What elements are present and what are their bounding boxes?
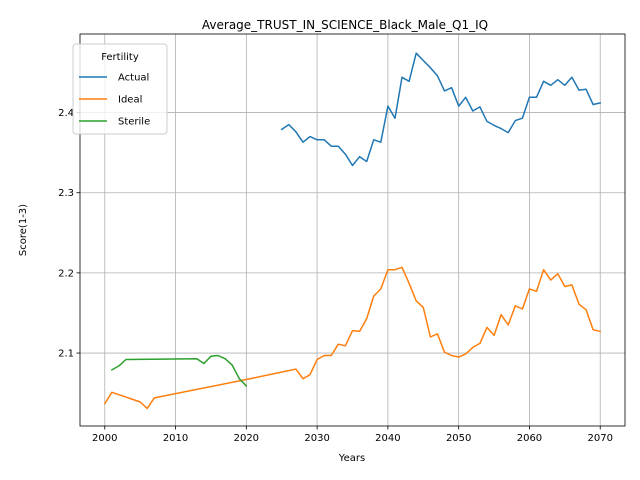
x-axis-label: Years — [338, 453, 365, 464]
y-tick-label: 2.1 — [58, 349, 74, 360]
axis-ticks: 2000 2010 2020 2030 2040 2050 2060 2070 2.1 2.2 2.… — [58, 108, 613, 444]
x-tick-label: 2010 — [163, 433, 188, 444]
series-line-ideal — [103, 266, 602, 410]
legend-box — [72, 43, 168, 135]
series-lines — [103, 52, 602, 410]
x-tick-label: 2070 — [588, 433, 613, 444]
x-tick-label: 2020 — [234, 433, 259, 444]
y-tick-label: 2.3 — [58, 188, 74, 199]
x-tick-label: 2050 — [446, 433, 471, 444]
chart-title: Average_TRUST_IN_SCIENCE_Black_Male_Q1_I… — [202, 18, 488, 32]
x-tick-label: 2000 — [92, 433, 117, 444]
legend-label-actual: Actual — [118, 73, 149, 84]
grid — [80, 34, 625, 426]
legend-title: Fertility — [101, 52, 139, 63]
series-line-actual — [280, 52, 602, 167]
series-line-sterile — [110, 354, 248, 387]
legend-label-sterile: Sterile — [118, 117, 150, 128]
x-tick-label: 2030 — [304, 433, 329, 444]
x-tick-label: 2040 — [375, 433, 400, 444]
x-tick-label: 2060 — [517, 433, 542, 444]
y-tick-label: 2.4 — [58, 108, 74, 119]
legend-label-ideal: Ideal — [118, 95, 142, 106]
y-tick-label: 2.2 — [58, 268, 74, 279]
y-axis-label: Score(1-3) — [18, 204, 29, 256]
plot-frame — [79, 33, 626, 427]
legend: Fertility Actual Ideal Sterile — [72, 43, 168, 135]
